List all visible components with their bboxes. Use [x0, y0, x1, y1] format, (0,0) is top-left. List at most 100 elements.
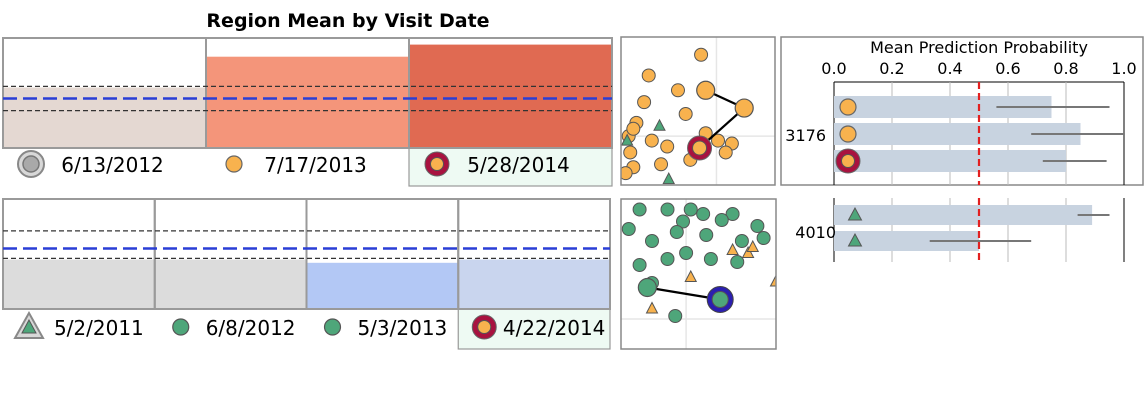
current-visit-point: [711, 291, 729, 308]
legend-marker: [323, 318, 342, 336]
scatter-plot-area: [621, 37, 775, 185]
visit-date-label: 7/17/2013: [264, 153, 367, 177]
region-mean-panel-1: 5/2/2011 6/8/2012 5/3/2013 4/22/2014: [2, 198, 611, 350]
group-label: 3176: [785, 126, 826, 145]
scatter-point: [679, 246, 694, 260]
scatter-panel-4010: [620, 198, 777, 350]
scatter-point: [626, 121, 641, 136]
scatter-point: [660, 202, 675, 217]
scatter-background: [621, 199, 776, 349]
scatter-frame: [620, 198, 777, 350]
scatter-point: [746, 239, 760, 252]
scatter-point: [678, 106, 693, 121]
scatter-point: [662, 172, 676, 185]
legend-marker: [225, 155, 243, 173]
row-marker: [839, 125, 857, 143]
row-marker: [841, 154, 855, 168]
region-mean-panels: 6/13/2012 7/17/2013 5/28/2014 5/2/2011 6/8/2…: [2, 37, 613, 350]
scatter-point: [694, 47, 709, 62]
x-tick-label: 0.2: [879, 59, 904, 78]
scatter-point: [653, 118, 666, 131]
probability-axis-title: Mean Prediction Probability: [870, 38, 1088, 57]
probability-bar: [834, 205, 1093, 225]
region-bar: [3, 259, 155, 309]
probability-bar: [834, 150, 1066, 172]
region-bar: [3, 87, 206, 148]
probability-panel-frame: [780, 36, 1144, 186]
legend-marker: [172, 318, 190, 336]
region-bar: [206, 56, 409, 149]
visit-date-label: 4/22/2014: [503, 316, 606, 340]
region-cell-frame: [408, 37, 613, 149]
visit-date-label: 6/8/2012: [206, 316, 296, 340]
scatter-point: [703, 252, 718, 266]
scatter-point: [699, 228, 714, 242]
probability-panel-3176: Mean Prediction Probability 0.0 0.2 0.4 0.6 0…: [780, 36, 1144, 186]
scatter-point: [644, 133, 659, 148]
scatter-point: [684, 269, 698, 282]
region-bar: [458, 259, 610, 309]
scatter-panels: [620, 36, 777, 350]
region-bar: [409, 44, 612, 148]
scatter-point: [641, 68, 656, 83]
group-label: 4010: [795, 223, 836, 242]
scatter-point: [660, 252, 675, 266]
figure-title: Region Mean by Visit Date: [206, 10, 489, 32]
trajectory-point: [696, 80, 716, 100]
scatter-point: [725, 207, 740, 221]
scatter-point: [632, 202, 647, 217]
x-tick-label: 0.4: [937, 59, 962, 78]
legend-marker: [430, 157, 444, 171]
legend-marker: [477, 320, 492, 334]
legend-marker: [22, 155, 40, 173]
visit-date-label: 5/3/2013: [357, 316, 447, 340]
x-tick-label: 1.0: [1111, 59, 1136, 78]
scatter-point: [623, 145, 638, 160]
trajectory-point: [734, 98, 754, 118]
row-marker: [847, 206, 863, 221]
probability-panels: Mean Prediction Probability 0.0 0.2 0.4 0.6 0…: [780, 36, 1144, 262]
region-mean-panel-0: 6/13/2012 7/17/2013 5/28/2014: [2, 37, 613, 187]
scatter-point: [670, 83, 685, 98]
probability-panel-4010: 4010: [795, 198, 1125, 262]
scatter-point: [660, 139, 675, 154]
x-tick-label: 0.0: [821, 59, 846, 78]
visit-date-label: 6/13/2012: [61, 153, 164, 177]
scatter-point: [769, 274, 776, 287]
probability-bar: [834, 96, 1052, 118]
scatter-point: [637, 95, 652, 110]
scatter-frame: [620, 36, 776, 186]
scatter-point: [645, 234, 659, 248]
scatter-point: [714, 213, 729, 227]
scatter-plot-area: [621, 199, 776, 349]
scatter-point: [621, 166, 633, 181]
region-bar: [306, 262, 459, 309]
trajectory-point: [637, 277, 657, 298]
scatter-point: [654, 157, 669, 172]
scatter-point: [726, 242, 739, 255]
current-visit-point: [692, 140, 708, 156]
legend-marker: [21, 318, 37, 334]
scatter-point: [676, 214, 690, 229]
region-bar: [154, 259, 307, 309]
scatter-point: [711, 133, 726, 148]
visit-date-label: 5/2/2011: [54, 316, 144, 340]
row-marker: [847, 232, 863, 247]
scatter-point: [730, 255, 745, 269]
scatter-point: [741, 245, 755, 258]
scatter-point: [632, 258, 647, 272]
scatter-panel-3176: [620, 36, 776, 186]
scatter-point: [621, 222, 636, 236]
scatter-point: [750, 219, 765, 233]
probability-bar: [834, 231, 979, 251]
x-tick-label: 0.6: [995, 59, 1020, 78]
scatter-point: [718, 145, 733, 160]
x-tick-label: 0.8: [1053, 59, 1078, 78]
scatter-point: [696, 207, 711, 221]
scatter-point: [683, 202, 698, 217]
visit-date-label: 5/28/2014: [467, 153, 570, 177]
scatter-point: [669, 225, 684, 239]
scatter-point: [734, 234, 749, 248]
scatter-point: [645, 301, 659, 314]
